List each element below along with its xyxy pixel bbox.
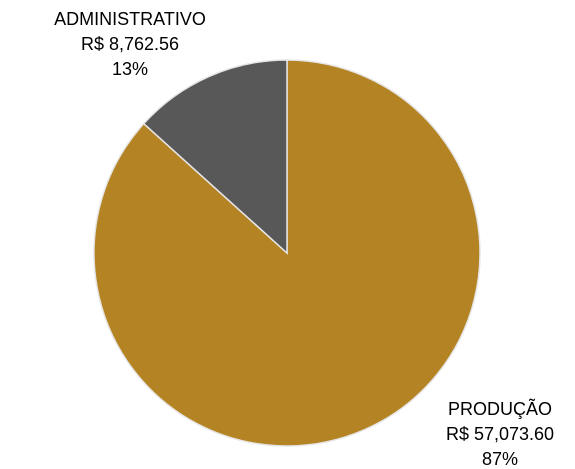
slice-value-label: R$ 57,073.60 bbox=[446, 424, 554, 444]
slice-value-label: R$ 8,762.56 bbox=[81, 34, 179, 54]
slice-category-label: ADMINISTRATIVO bbox=[54, 9, 206, 29]
pie-slice bbox=[142, 59, 288, 255]
slice-percent-label: 13% bbox=[112, 59, 148, 79]
slice-percent-label: 87% bbox=[482, 449, 518, 469]
slice-category-label: PRODUÇÃO bbox=[448, 398, 552, 419]
